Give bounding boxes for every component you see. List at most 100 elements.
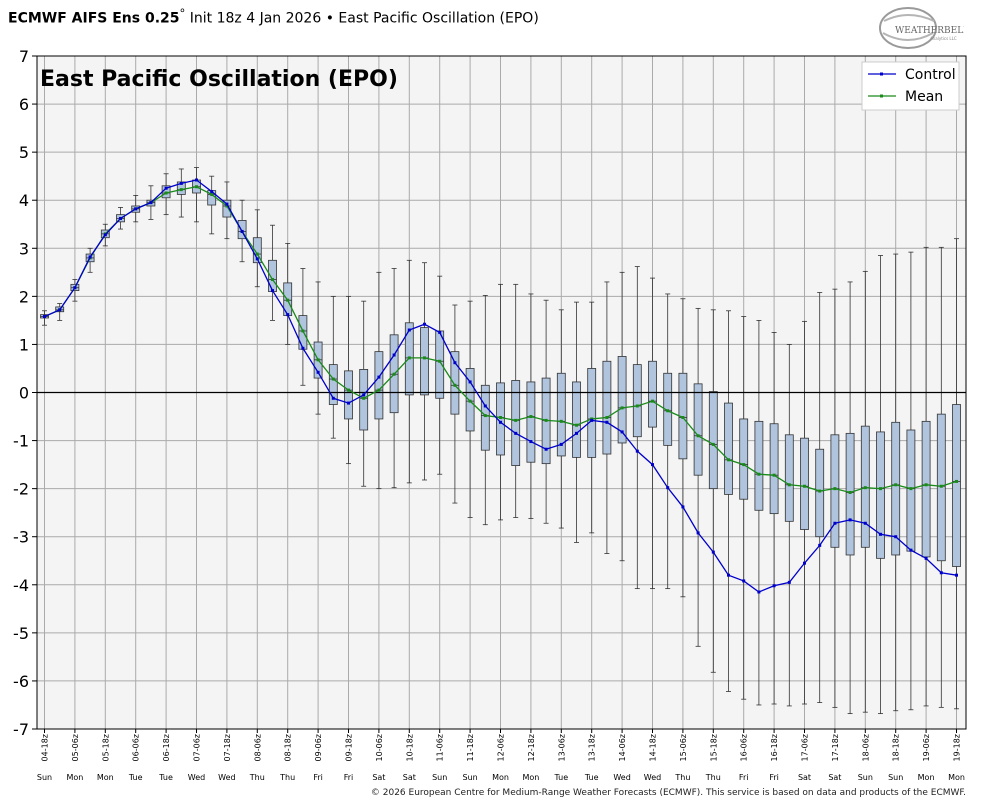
- box: [921, 420, 931, 558]
- box: [708, 391, 718, 490]
- control-point: [635, 449, 639, 453]
- x-day-label: Mon: [522, 773, 539, 782]
- y-axis: 7 6 5 4 3 2 1 0 -1 -2 -3 -4 -5 -6 -7: [13, 47, 37, 739]
- mean-point: [772, 473, 776, 477]
- x-day-label: Thu: [674, 773, 690, 782]
- x-day-label: Sun: [432, 773, 447, 782]
- x-axis: 04-18z Sun 05-06z Mon 05-18z Mon 06-06z Tue 06-1…: [37, 729, 965, 782]
- x-tick-label: 05-06z: [71, 734, 80, 761]
- x-day-label: Mon: [918, 773, 935, 782]
- mean-point: [316, 358, 320, 362]
- series-lines: [43, 178, 958, 594]
- x-tick-label: 06-18z: [162, 734, 171, 761]
- box: [420, 327, 429, 396]
- x-tick-label: 08-06z: [253, 734, 262, 761]
- mean-point: [377, 388, 381, 392]
- control-point: [757, 590, 761, 594]
- y-tick-label: -3: [13, 528, 29, 547]
- control-point: [149, 201, 153, 205]
- legend-control-marker: [880, 72, 883, 76]
- x-tick-label: 18-18z: [892, 734, 901, 761]
- mean-point: [392, 372, 396, 376]
- control-point: [179, 181, 183, 185]
- control-point: [803, 561, 806, 565]
- control-point: [468, 380, 472, 384]
- x-day-label: Thu: [705, 773, 721, 782]
- mean-point: [681, 415, 685, 419]
- x-day-label: Wed: [613, 773, 630, 782]
- control-point: [195, 178, 198, 182]
- box: [572, 381, 581, 458]
- logo-subtext: Analytics LLC: [930, 36, 957, 41]
- mean-point: [225, 204, 229, 208]
- box: [891, 421, 901, 556]
- control-point: [848, 518, 852, 522]
- control-point: [407, 328, 411, 332]
- weatherbell-logo: WEATHERBELL Analytics LLC: [879, 7, 964, 49]
- mean-point: [818, 489, 822, 493]
- control-point: [772, 584, 776, 588]
- box: [602, 360, 612, 455]
- index-name: East Pacific Oscillation (EPO): [338, 10, 539, 27]
- x-tick-label: 17-18z: [831, 734, 840, 761]
- x-tick-label: 17-06z: [801, 734, 810, 761]
- x-tick-label: 04-18z: [41, 734, 50, 761]
- y-tick-label: -7: [13, 720, 29, 739]
- control-point: [742, 579, 746, 583]
- mean-point: [483, 414, 487, 418]
- y-tick-label: -2: [13, 480, 29, 499]
- degree-sign: °: [179, 6, 186, 20]
- mean-point: [879, 487, 882, 491]
- mean-point: [468, 399, 472, 403]
- control-point: [955, 573, 958, 577]
- control-point: [271, 289, 274, 293]
- mean-point: [544, 418, 548, 422]
- control-point: [590, 418, 594, 422]
- box: [952, 404, 961, 567]
- control-point: [286, 313, 290, 317]
- control-point: [863, 521, 867, 525]
- box: [252, 237, 262, 264]
- chart-header: ECMWF AIFS Ens 0.25° Init 18z 4 Jan 2026…: [8, 6, 539, 27]
- x-day-label: Tue: [584, 773, 599, 782]
- box: [237, 220, 247, 240]
- mean-point: [605, 415, 609, 419]
- box: [830, 434, 840, 548]
- x-day-label: Mon: [492, 773, 509, 782]
- y-tick-label: 0: [19, 384, 29, 403]
- control-point: [73, 286, 77, 290]
- control-point: [331, 396, 335, 400]
- mean-point: [955, 479, 958, 483]
- control-point: [514, 431, 518, 435]
- mean-point: [863, 486, 867, 490]
- x-tick-label: 11-06z: [436, 734, 445, 761]
- control-point: [88, 255, 92, 259]
- y-tick-label: -1: [13, 432, 29, 451]
- control-point: [924, 556, 928, 560]
- x-day-label: Sun: [888, 773, 903, 782]
- x-day-label: Wed: [188, 773, 205, 782]
- mean-point: [696, 434, 700, 438]
- x-tick-label: 06-06z: [132, 734, 141, 761]
- box: [906, 429, 916, 552]
- control-point: [818, 543, 822, 547]
- control-point: [210, 190, 214, 194]
- mean-point: [727, 458, 730, 462]
- mean-point: [757, 472, 761, 476]
- legend: Control Mean: [861, 61, 960, 111]
- x-tick-label: 09-06z: [314, 734, 323, 761]
- x-tick-label: 08-18z: [284, 734, 293, 761]
- control-point: [727, 573, 730, 577]
- mean-point: [164, 191, 168, 195]
- x-tick-label: 15-18z: [709, 734, 718, 761]
- box: [845, 432, 855, 556]
- x-tick-label: 09-18z: [345, 734, 354, 761]
- control-point: [894, 535, 898, 539]
- box: [876, 431, 885, 559]
- mean-point: [742, 463, 746, 467]
- mean-point: [787, 483, 791, 487]
- logo-text: WEATHERBELL: [895, 26, 964, 36]
- control-point: [787, 580, 791, 584]
- mean-point: [803, 484, 806, 488]
